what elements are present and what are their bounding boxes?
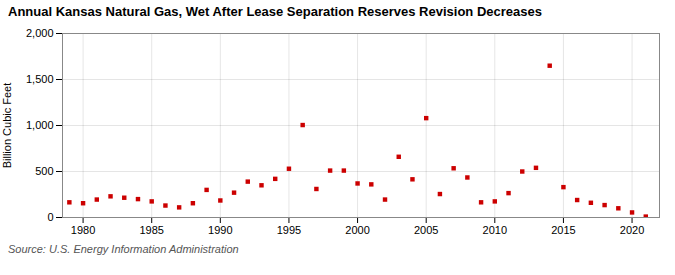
svg-text:1,000: 1,000 — [26, 119, 54, 131]
svg-text:2015: 2015 — [551, 224, 575, 236]
svg-text:2005: 2005 — [414, 224, 438, 236]
svg-text:2020: 2020 — [620, 224, 644, 236]
svg-text:1985: 1985 — [139, 224, 163, 236]
svg-text:0: 0 — [47, 211, 53, 223]
svg-text:1980: 1980 — [71, 224, 95, 236]
svg-text:Billion Cubic Feet: Billion Cubic Feet — [1, 83, 13, 169]
svg-text:2010: 2010 — [483, 224, 507, 236]
svg-text:1,500: 1,500 — [26, 73, 54, 85]
svg-text:1990: 1990 — [208, 224, 232, 236]
svg-text:1995: 1995 — [277, 224, 301, 236]
svg-text:2000: 2000 — [345, 224, 369, 236]
svg-text:500: 500 — [35, 165, 53, 177]
svg-text:2,000: 2,000 — [26, 27, 54, 39]
html-text:Source: U.S. Energy Informatio: Source: U.S. Energy Information Administ… — [8, 243, 239, 255]
html-text:Annual Kansas Natural Gas, Wet: Annual Kansas Natural Gas, Wet After Lea… — [8, 4, 542, 19]
